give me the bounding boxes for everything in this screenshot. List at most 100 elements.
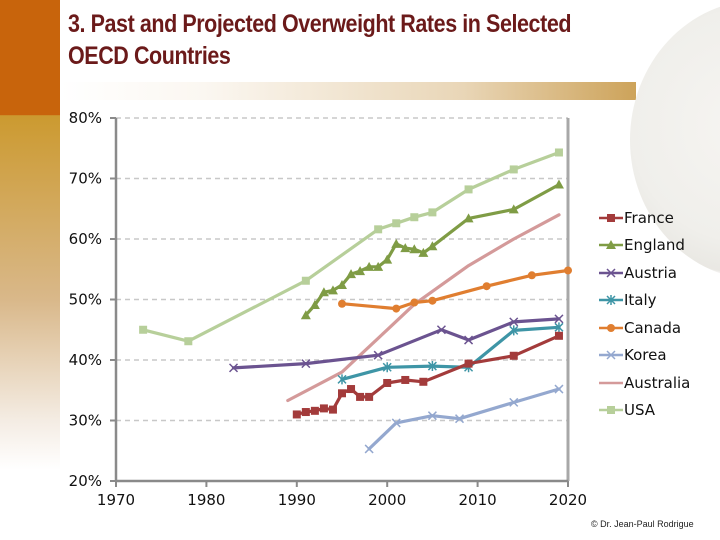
- data-point: [427, 411, 437, 421]
- data-point: [508, 204, 519, 214]
- data-point: [554, 314, 564, 324]
- data-point: [509, 317, 519, 327]
- data-point: [337, 374, 347, 385]
- legend-item: England: [598, 232, 718, 260]
- x-tick-label: 1970: [97, 491, 135, 509]
- tick-labels: 20% 30% 40% 50% 60% 70% 80% 1970 1980 1990 2000 201…: [69, 109, 587, 509]
- legend-swatch-england: [599, 240, 623, 250]
- data-point: [428, 208, 437, 217]
- data-point: [382, 362, 392, 373]
- data-point: [509, 165, 518, 174]
- data-point: [418, 247, 429, 257]
- series-korea: [364, 384, 564, 454]
- data-point: [464, 185, 473, 194]
- chart-legend: France England Austria Italy Canada Korea Aust…: [598, 204, 718, 424]
- legend-label: Canada: [624, 318, 682, 337]
- series-italy: [337, 322, 564, 385]
- series-line: [340, 325, 561, 381]
- data-point: [392, 304, 401, 313]
- data-point: [454, 414, 465, 424]
- y-tick-label: 50%: [69, 291, 102, 309]
- y-tick-label: 70%: [69, 170, 102, 188]
- legend-label: England: [624, 236, 685, 255]
- data-point: [374, 225, 383, 234]
- data-point: [356, 392, 365, 401]
- legend-item: Austria: [598, 259, 718, 287]
- data-point: [228, 363, 239, 373]
- data-point: [527, 271, 536, 280]
- legend-marker: [607, 323, 615, 332]
- legend-item: Italy: [598, 287, 718, 315]
- data-point: [347, 385, 356, 394]
- data-point: [553, 179, 564, 189]
- legend-item: Australia: [598, 369, 718, 397]
- data-point: [427, 241, 438, 251]
- series-austria: [228, 314, 564, 373]
- axes: [110, 117, 570, 487]
- data-point: [382, 254, 393, 264]
- data-point: [419, 377, 428, 386]
- x-tick-label: 2010: [459, 491, 497, 509]
- decorative-title-strip: [60, 82, 636, 100]
- data-point: [373, 261, 384, 271]
- series-france: [292, 331, 563, 419]
- legend-label: Austria: [624, 263, 677, 282]
- y-tick-label: 20%: [69, 472, 102, 490]
- legend-marker: [606, 350, 616, 360]
- data-point: [427, 361, 437, 372]
- legend-swatch-austria: [599, 268, 623, 278]
- data-point: [554, 148, 563, 157]
- data-point: [400, 243, 411, 253]
- data-point: [410, 213, 419, 222]
- legend-label: USA: [624, 401, 656, 420]
- data-point: [554, 384, 564, 394]
- data-point: [464, 335, 474, 345]
- data-point: [301, 359, 311, 369]
- data-point: [318, 287, 329, 297]
- slide-title: 3. Past and Projected Overweight Rates i…: [68, 10, 572, 70]
- data-point: [338, 299, 346, 308]
- data-point: [355, 266, 366, 276]
- data-point: [509, 325, 519, 336]
- legend-marker: [607, 213, 615, 222]
- legend-marker: [606, 295, 616, 306]
- legend-marker: [606, 268, 616, 278]
- data-point: [391, 238, 402, 248]
- legend-swatch-usa: [599, 406, 623, 415]
- data-point: [301, 408, 310, 417]
- series-lines: [139, 148, 572, 454]
- series-england: [300, 179, 564, 320]
- x-tick-label: 1980: [187, 491, 225, 509]
- data-point: [327, 285, 338, 295]
- data-point: [373, 350, 383, 360]
- data-point: [292, 410, 301, 419]
- series-canada: [338, 266, 572, 313]
- series-australia: [286, 213, 561, 403]
- x-tick-label: 1990: [278, 491, 316, 509]
- legend-label: Italy: [624, 291, 657, 310]
- x-tick-label: 2020: [549, 491, 587, 509]
- legend-item: Canada: [598, 314, 718, 342]
- series-line: [367, 387, 561, 451]
- legend-item: USA: [598, 397, 718, 425]
- data-point: [509, 397, 519, 407]
- legend-swatch-australia: [599, 381, 623, 384]
- data-point: [310, 406, 319, 415]
- data-point: [346, 269, 357, 279]
- legend-swatch-korea: [599, 350, 623, 360]
- legend-marker: [606, 240, 616, 250]
- data-point: [328, 405, 337, 414]
- data-point: [301, 276, 310, 285]
- data-point: [509, 351, 518, 360]
- data-point: [410, 298, 419, 307]
- data-point: [554, 322, 564, 333]
- copyright-note: © Dr. Jean-Paul Rodrigue: [591, 519, 694, 529]
- data-point: [392, 219, 401, 228]
- legend-marker: [607, 406, 615, 415]
- y-tick-label: 30%: [69, 412, 102, 430]
- y-tick-label: 60%: [69, 230, 102, 248]
- data-point: [409, 244, 420, 254]
- legend-label: Australia: [624, 373, 691, 392]
- data-point: [482, 282, 491, 291]
- legend-swatch-italy: [599, 295, 623, 306]
